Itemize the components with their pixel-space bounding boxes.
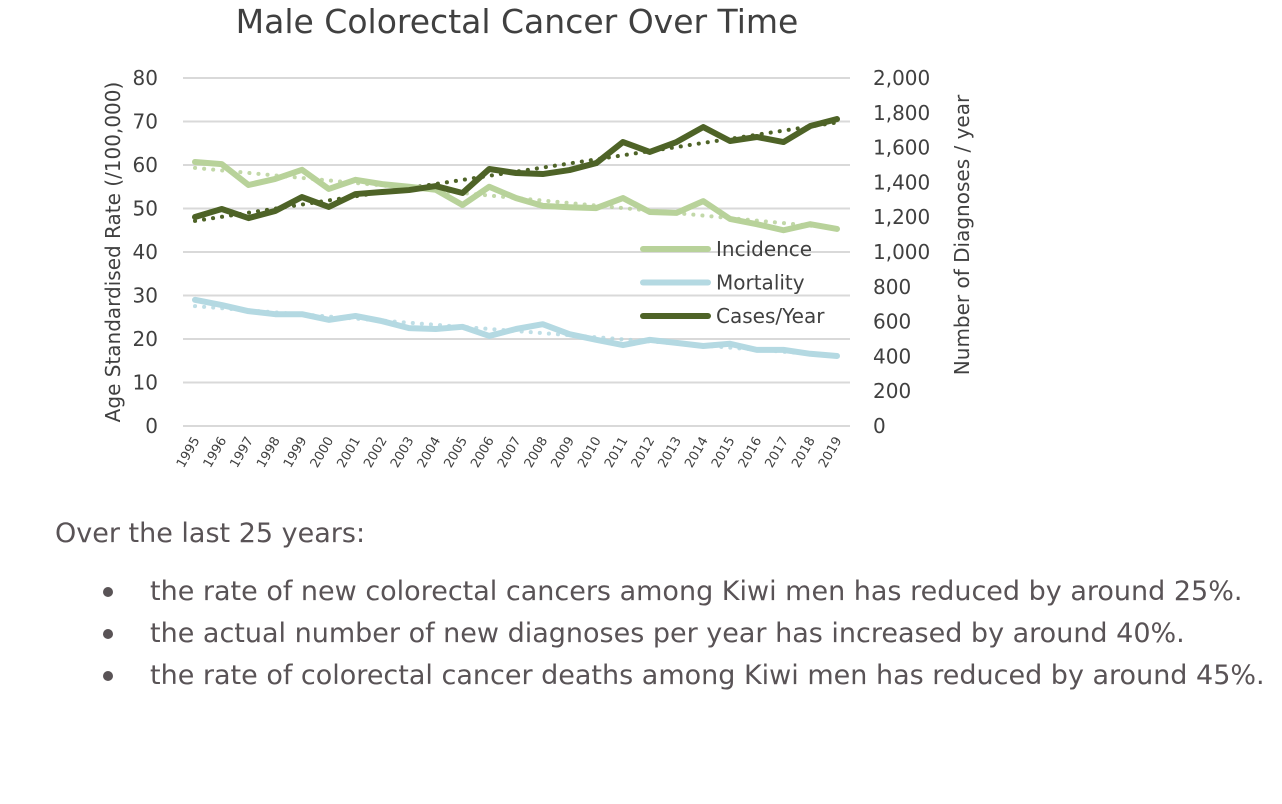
summary-bullet: the actual number of new diagnoses per y… — [55, 613, 1275, 655]
y-axis-label: Age Standardised Rate (/100,000) — [101, 82, 125, 423]
x-tick-label: 2001 — [334, 435, 364, 471]
summary: Over the last 25 years: the rate of new … — [55, 518, 1275, 697]
y-tick-label: 50 — [133, 197, 158, 221]
y-axis-ticks: 0 10 20 30 40 50 60 70 80 — [133, 66, 158, 438]
x-tick-label: 2012 — [629, 435, 659, 471]
summary-bullet: the rate of new colorectal cancers among… — [55, 571, 1275, 613]
y-tick-label: 80 — [133, 66, 158, 90]
summary-bullet-text: the rate of colorectal cancer deaths amo… — [150, 660, 1265, 691]
x-tick-label: 2010 — [575, 435, 605, 471]
x-tick-label: 2009 — [548, 435, 578, 471]
series-line-casesyear — [192, 116, 840, 222]
trendline-casesyear — [193, 120, 839, 223]
x-tick-label: 2011 — [602, 435, 632, 471]
legend-label: Mortality — [716, 271, 805, 295]
bullet-icon — [103, 587, 113, 597]
y2-tick-label: 1,000 — [873, 240, 930, 264]
y2-tick-label: 1,600 — [873, 136, 930, 160]
summary-list: the rate of new colorectal cancers among… — [55, 571, 1275, 697]
x-tick-label: 1999 — [281, 435, 311, 471]
legend: Incidence Mortality Cases/Year — [640, 237, 825, 328]
series-lines — [192, 116, 840, 359]
y-tick-label: 0 — [145, 414, 158, 438]
x-tick-label: 2014 — [682, 435, 712, 471]
y-tick-label: 60 — [133, 153, 158, 177]
x-tick-label: 2006 — [468, 435, 498, 471]
summary-bullet-text: the rate of new colorectal cancers among… — [150, 576, 1243, 607]
legend-label: Cases/Year — [716, 304, 825, 328]
x-tick-label: 1998 — [254, 435, 284, 471]
y2-tick-label: 200 — [873, 379, 911, 403]
bullet-icon — [103, 671, 113, 681]
x-tick-label: 2013 — [655, 435, 685, 471]
y-tick-label: 10 — [133, 371, 158, 395]
x-tick-label: 2005 — [441, 435, 471, 471]
y-tick-label: 70 — [133, 110, 158, 134]
y-tick-label: 20 — [133, 327, 158, 351]
legend-label: Incidence — [716, 237, 812, 261]
chart-title: Male Colorectal Cancer Over Time — [236, 2, 799, 41]
gridlines — [183, 77, 850, 427]
x-tick-label: 1995 — [174, 435, 204, 471]
bullet-icon — [103, 629, 113, 639]
x-tick-label: 2018 — [789, 435, 819, 471]
y2-tick-label: 600 — [873, 310, 911, 334]
y-tick-label: 30 — [133, 284, 158, 308]
y2-tick-label: 1,400 — [873, 170, 930, 194]
y2-axis-label: Number of Diagnoses / year — [950, 94, 974, 375]
x-tick-label: 1997 — [227, 435, 257, 471]
chart: Male Colorectal Cancer Over Time 0 10 20 30… — [101, 2, 974, 471]
y2-tick-label: 1,200 — [873, 205, 930, 229]
y2-axis-ticks: 0 200 400 600 800 1,000 1,200 1,400 1,600 1,800 2,… — [873, 66, 930, 438]
summary-bullet: the rate of colorectal cancer deaths amo… — [55, 655, 1275, 697]
x-tick-label: 2002 — [361, 435, 391, 471]
y2-tick-label: 0 — [873, 414, 886, 438]
x-tick-label: 2015 — [709, 435, 739, 471]
x-tick-label: 2003 — [388, 435, 418, 471]
summary-intro: Over the last 25 years: — [55, 518, 366, 549]
x-tick-label: 1996 — [201, 435, 231, 471]
x-tick-label: 2004 — [415, 435, 445, 471]
x-tick-label: 2007 — [495, 435, 525, 471]
x-tick-label: 2008 — [522, 435, 552, 471]
y2-tick-label: 800 — [873, 275, 911, 299]
y2-tick-label: 400 — [873, 344, 911, 368]
x-tick-label: 2017 — [762, 435, 792, 471]
y-tick-label: 40 — [133, 240, 158, 264]
x-tick-label: 2000 — [308, 435, 338, 471]
y2-tick-label: 1,800 — [873, 101, 930, 125]
x-tick-label: 2016 — [736, 435, 766, 471]
x-axis-ticks: 1995199619971998199920002001200220032004… — [174, 435, 846, 471]
summary-bullet-text: the actual number of new diagnoses per y… — [150, 618, 1185, 649]
y2-tick-label: 2,000 — [873, 66, 930, 90]
x-tick-label: 2019 — [816, 435, 846, 471]
